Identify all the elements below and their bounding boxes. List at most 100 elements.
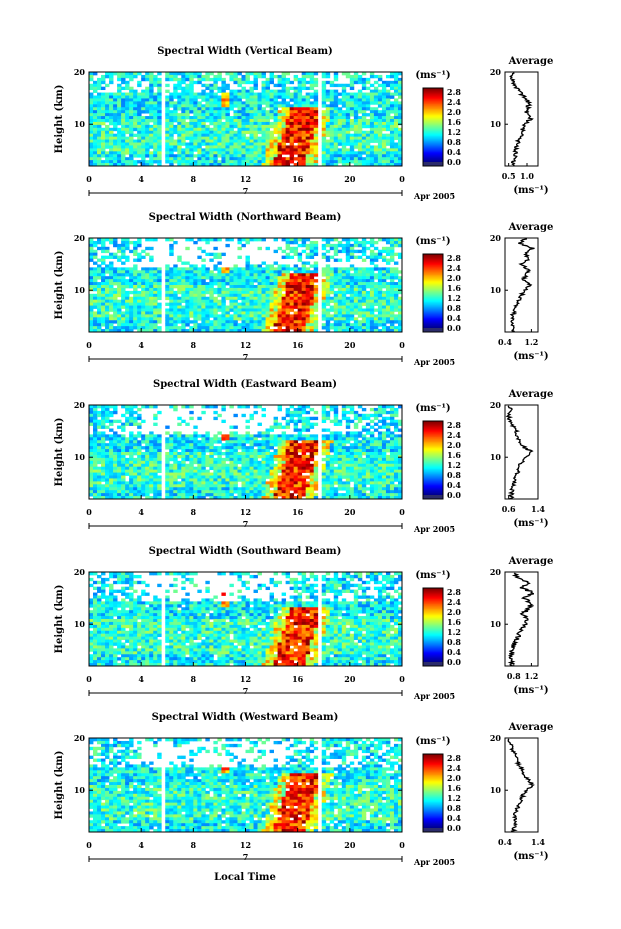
heatmap-cell: [121, 157, 126, 161]
heatmap-cell: [261, 154, 266, 158]
heatmap-cell: [321, 133, 327, 138]
heatmap-cell: [253, 98, 258, 102]
heatmap-cell: [369, 157, 375, 161]
heatmap-cell: [109, 419, 114, 424]
heatmap-cell: [197, 457, 202, 462]
heatmap-cell: [97, 119, 102, 123]
heatmap-cell: [109, 279, 114, 283]
heatmap-cell: [301, 98, 307, 102]
heatmap-cell: [301, 261, 307, 265]
heatmap-cell: [201, 493, 206, 497]
heatmap-cell: [261, 157, 266, 161]
heatmap-cell: [117, 279, 122, 283]
heatmap-cell: [365, 130, 371, 135]
heatmap-cell: [237, 113, 242, 117]
heatmap-cell: [149, 119, 154, 123]
heatmap-cell: [177, 124, 182, 129]
heatmap-cell: [153, 305, 158, 309]
heatmap-cell: [209, 145, 214, 149]
heatmap-cell: [237, 326, 242, 330]
heatmap-cell: [129, 422, 134, 426]
heatmap-cell: [249, 305, 254, 309]
heatmap-cell: [289, 80, 295, 85]
heatmap-cell: [385, 148, 391, 152]
heatmap-cell: [145, 314, 150, 318]
heatmap-cell: [189, 276, 194, 280]
heatmap-cell: [373, 160, 379, 164]
heatmap-cell: [357, 110, 363, 114]
heatmap-cell: [173, 95, 178, 99]
heatmap-cell: [89, 469, 94, 473]
heatmap-cell: [389, 240, 395, 245]
heatmap-cell: [165, 311, 170, 315]
heatmap-cell: [353, 127, 359, 132]
heatmap-cell: [173, 452, 178, 456]
heatmap-cell: [369, 119, 375, 123]
heatmap-cell: [121, 107, 126, 111]
heatmap-cell: [153, 119, 158, 123]
heatmap-cell: [93, 119, 98, 123]
heatmap-cell: [257, 104, 262, 108]
heatmap-cell: [217, 145, 222, 149]
heatmap-cell: [97, 410, 102, 415]
heatmap-cell: [145, 469, 150, 473]
heatmap-cell: [345, 133, 351, 138]
heatmap-cell: [153, 416, 158, 421]
colorbar-swatch: [423, 305, 443, 308]
heatmap-cell: [89, 484, 94, 488]
heatmap-cell: [189, 80, 194, 85]
heatmap-cell: [397, 136, 403, 140]
heatmap-cell: [113, 240, 118, 245]
heatmap-cell: [185, 308, 190, 312]
heatmap-cell: [165, 110, 170, 114]
heatmap-cell: [105, 326, 110, 330]
heatmap-cell: [137, 472, 142, 476]
heatmap-cell: [301, 163, 307, 167]
avg-x-tick-label: 1.2: [524, 337, 538, 347]
heatmap-cell: [89, 148, 94, 152]
heatmap-cell: [165, 273, 170, 277]
heatmap-cell: [189, 130, 194, 135]
heatmap-cell: [137, 151, 142, 155]
heatmap-cell: [345, 107, 351, 111]
heatmap-cell: [121, 113, 126, 117]
heatmap-cell: [129, 92, 134, 96]
heatmap-cell: [249, 308, 254, 312]
heatmap-cell: [233, 121, 238, 126]
heatmap-cell: [245, 255, 250, 259]
heatmap-cell: [213, 305, 218, 309]
heatmap-cell: [169, 136, 174, 140]
heatmap-cell: [397, 77, 403, 82]
heatmap-cell: [313, 130, 319, 135]
heatmap-cell: [285, 264, 291, 268]
heatmap-cell: [133, 446, 138, 450]
heatmap-cell: [377, 119, 383, 123]
heatmap-cell: [101, 273, 106, 277]
heatmap-cell: [289, 148, 295, 152]
heatmap-cell: [101, 151, 106, 155]
heatmap-cell: [193, 101, 198, 105]
heatmap-cell: [193, 437, 198, 441]
heatmap-cell: [97, 293, 102, 298]
heatmap-cell: [173, 481, 178, 485]
heatmap-cell: [97, 157, 102, 161]
colorbar-swatch: [423, 99, 443, 101]
heatmap-cell: [377, 252, 383, 257]
heatmap-cell: [121, 457, 126, 462]
heatmap-cell: [97, 299, 102, 304]
heatmap-cell: [381, 314, 387, 318]
heatmap-cell: [197, 130, 202, 135]
colorbar-swatch: [423, 117, 443, 120]
heatmap-cell: [121, 305, 126, 309]
heatmap-cell: [353, 163, 359, 167]
heatmap-cell: [193, 460, 198, 465]
heatmap-cell: [309, 130, 315, 135]
colorbar-swatch: [423, 266, 443, 268]
heatmap-cell: [233, 305, 238, 309]
heatmap-cell: [209, 305, 214, 309]
heatmap-cell: [397, 276, 403, 280]
heatmap-cell: [197, 142, 202, 146]
heatmap-cell: [245, 299, 250, 304]
heatmap-cell: [381, 279, 387, 283]
heatmap-cell: [185, 145, 190, 149]
